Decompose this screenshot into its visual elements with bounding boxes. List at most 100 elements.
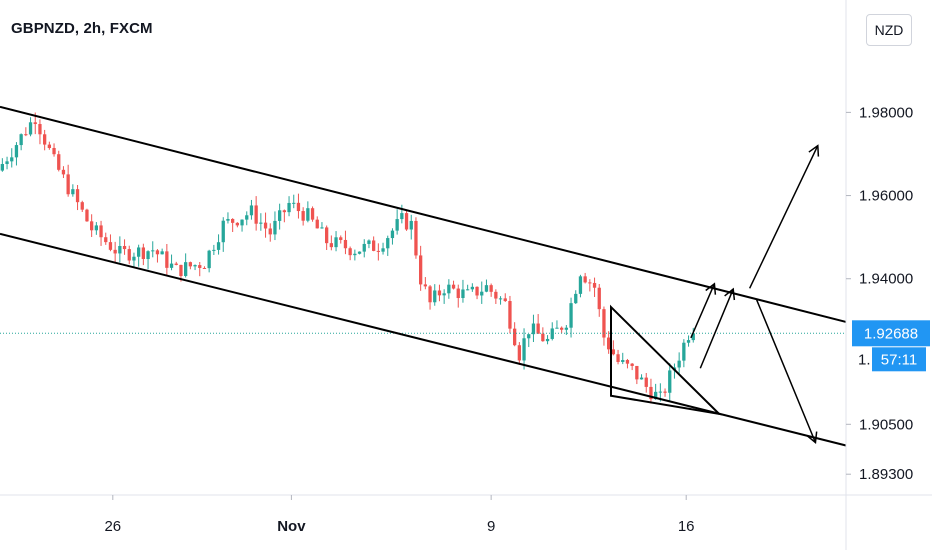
candle-body [588, 282, 592, 284]
candle [216, 234, 221, 255]
candle [165, 244, 169, 276]
y-tick-label: 1.89300 [859, 466, 913, 483]
candle-body [466, 289, 470, 291]
wedge-triangle [610, 304, 723, 416]
drawings [0, 105, 847, 447]
candle [296, 193, 301, 219]
candle-body [574, 293, 578, 304]
candle [555, 320, 559, 329]
candle [409, 214, 413, 240]
candle [193, 264, 197, 271]
candle-body [155, 250, 160, 255]
candle [38, 119, 42, 145]
candle-body [339, 237, 343, 240]
candle [249, 199, 254, 220]
candle-body [14, 145, 19, 158]
candle-body [677, 360, 681, 368]
candle-body [301, 211, 305, 221]
candle-body [198, 265, 202, 268]
candle-body [442, 293, 446, 296]
candle [315, 216, 319, 229]
candle [24, 127, 28, 137]
candle-body [404, 213, 409, 230]
arrow-head [808, 144, 820, 157]
candle-body [635, 365, 639, 380]
candle-body [541, 333, 545, 342]
candle-body [90, 221, 94, 231]
candle [221, 217, 225, 252]
candle [122, 239, 127, 255]
candle-body [61, 169, 66, 175]
arrow-shaft [748, 145, 819, 289]
candle [480, 281, 484, 304]
candle [588, 279, 592, 292]
last-price-badge [852, 320, 930, 347]
candle [531, 314, 536, 342]
candle [414, 217, 418, 259]
candle [386, 235, 390, 256]
candle-body [184, 262, 188, 276]
candle-body [597, 287, 601, 310]
candle-body [296, 202, 301, 212]
candle [470, 283, 474, 292]
candle [545, 335, 550, 345]
candle [367, 239, 371, 249]
candle [94, 222, 98, 235]
candle-body [0, 164, 4, 171]
x-tick-label: 26 [104, 518, 121, 535]
arrow-head [806, 431, 818, 444]
candle-body [19, 134, 23, 146]
candle [560, 326, 564, 334]
candle-body [498, 298, 503, 300]
candle [550, 322, 554, 341]
candle-body [85, 209, 89, 222]
candle-body [362, 243, 366, 252]
candle [602, 306, 606, 346]
candle [419, 245, 423, 291]
candle-body [268, 228, 272, 235]
y-tick-label: 1.90500 [859, 416, 913, 433]
hidden-tick-prefix: 1. [858, 351, 871, 368]
candle-body [263, 222, 268, 229]
candle [155, 249, 160, 263]
currency-button[interactable]: NZD [866, 14, 912, 46]
arrow-head [705, 282, 717, 295]
arrow-shaft [699, 288, 734, 369]
candle-body [592, 282, 597, 288]
candle [292, 194, 296, 209]
candle-body [602, 309, 606, 338]
candle [10, 148, 14, 168]
candle-body [259, 222, 263, 224]
candle-body [38, 124, 42, 135]
countdown-mask [852, 347, 870, 372]
candle-body [578, 276, 583, 294]
candle [536, 314, 540, 334]
candle-body [127, 249, 131, 261]
candle-body [221, 220, 225, 243]
candle [625, 358, 630, 369]
candle [334, 231, 338, 252]
candle [503, 293, 507, 302]
candle [461, 279, 465, 303]
x-tick-label: 16 [678, 518, 695, 535]
candle-body [231, 218, 235, 223]
candle-body [5, 161, 9, 165]
candle [5, 156, 9, 170]
candle-body [118, 245, 122, 254]
candle-body [160, 251, 164, 255]
candle [52, 143, 56, 157]
candle-body [367, 240, 371, 244]
candle-body [108, 242, 113, 250]
candle [306, 201, 310, 223]
candle [451, 280, 456, 290]
candle-body [80, 202, 84, 210]
candle [127, 245, 131, 265]
candle-body [207, 250, 211, 269]
candle-body [621, 360, 625, 362]
candle-body [682, 342, 686, 361]
candle [583, 272, 587, 284]
candle-body [137, 247, 141, 257]
